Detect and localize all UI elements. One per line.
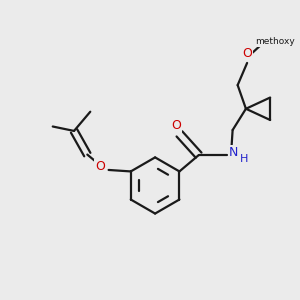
Text: N: N bbox=[229, 146, 238, 159]
Text: methoxy: methoxy bbox=[255, 37, 295, 46]
Text: H: H bbox=[240, 154, 249, 164]
Text: O: O bbox=[95, 160, 105, 173]
Text: O: O bbox=[171, 119, 181, 132]
Text: O: O bbox=[242, 47, 252, 60]
